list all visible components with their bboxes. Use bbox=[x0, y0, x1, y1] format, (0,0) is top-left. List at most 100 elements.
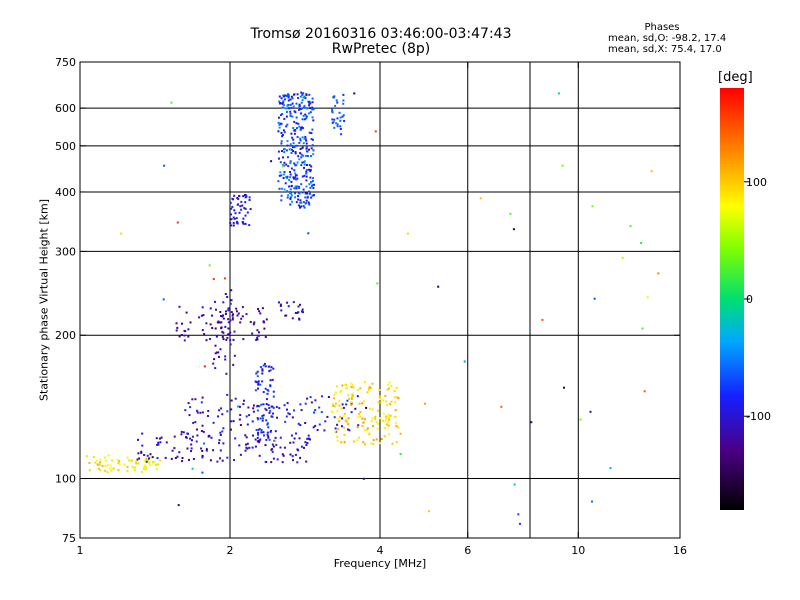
data-point bbox=[282, 173, 285, 176]
data-point bbox=[244, 194, 246, 196]
data-point bbox=[155, 467, 158, 470]
data-point bbox=[231, 318, 234, 321]
data-point bbox=[557, 92, 560, 95]
data-point bbox=[305, 106, 308, 109]
data-point bbox=[308, 192, 311, 195]
data-point bbox=[291, 416, 294, 419]
data-point bbox=[191, 467, 194, 470]
data-point bbox=[252, 323, 255, 326]
data-point bbox=[519, 522, 521, 525]
data-point bbox=[256, 336, 259, 339]
data-point bbox=[347, 417, 350, 420]
colorbar-tick-label: 0 bbox=[746, 293, 753, 306]
data-point bbox=[394, 401, 397, 404]
data-point bbox=[369, 407, 371, 410]
data-point bbox=[363, 418, 366, 421]
data-point bbox=[266, 389, 269, 391]
data-point bbox=[275, 443, 278, 446]
data-point bbox=[316, 429, 319, 431]
data-point bbox=[183, 339, 186, 342]
data-point bbox=[229, 343, 232, 346]
data-point bbox=[219, 457, 221, 460]
data-point bbox=[311, 184, 313, 187]
data-point bbox=[278, 100, 281, 103]
data-point bbox=[256, 404, 259, 407]
data-point bbox=[285, 163, 288, 166]
data-point bbox=[258, 439, 261, 442]
data-point bbox=[292, 105, 295, 108]
data-point bbox=[256, 338, 259, 341]
data-point bbox=[299, 424, 302, 427]
data-point bbox=[296, 93, 299, 96]
data-point bbox=[267, 436, 270, 439]
data-point bbox=[283, 117, 286, 120]
data-point bbox=[106, 463, 109, 466]
data-point bbox=[230, 399, 233, 402]
data-point bbox=[110, 469, 113, 472]
data-point bbox=[309, 186, 312, 189]
data-point bbox=[303, 118, 306, 121]
data-point bbox=[285, 115, 288, 118]
data-point bbox=[298, 141, 301, 144]
data-point bbox=[190, 443, 193, 446]
data-point bbox=[301, 136, 304, 139]
data-point bbox=[244, 196, 247, 199]
data-point bbox=[281, 164, 284, 167]
data-point bbox=[282, 101, 285, 104]
data-point bbox=[301, 191, 304, 194]
data-point bbox=[117, 462, 120, 465]
data-point bbox=[265, 403, 268, 405]
data-point bbox=[303, 166, 305, 169]
data-point bbox=[202, 314, 205, 317]
data-point bbox=[289, 160, 292, 163]
data-point bbox=[303, 95, 306, 98]
data-point bbox=[365, 429, 368, 431]
data-point bbox=[217, 415, 219, 418]
data-point bbox=[297, 155, 300, 158]
data-point bbox=[255, 338, 258, 341]
data-point bbox=[235, 217, 238, 220]
data-point bbox=[245, 313, 248, 316]
data-point bbox=[118, 463, 121, 466]
data-point bbox=[244, 434, 247, 437]
data-point bbox=[271, 378, 274, 381]
data-point bbox=[283, 148, 286, 151]
data-point bbox=[205, 322, 208, 325]
data-point bbox=[323, 429, 326, 432]
data-point bbox=[188, 414, 191, 417]
data-point bbox=[302, 161, 305, 164]
data-point bbox=[393, 390, 396, 393]
data-point bbox=[309, 111, 312, 114]
data-point bbox=[295, 164, 298, 167]
data-point bbox=[343, 412, 346, 415]
data-point bbox=[226, 336, 229, 339]
data-point bbox=[297, 122, 300, 125]
data-point bbox=[621, 256, 624, 259]
data-point bbox=[388, 433, 391, 436]
data-point bbox=[261, 372, 264, 375]
data-point bbox=[277, 180, 280, 183]
data-point bbox=[159, 437, 161, 440]
data-point bbox=[300, 164, 303, 167]
x-tick-label: 2 bbox=[227, 544, 234, 557]
data-point bbox=[311, 194, 314, 197]
data-point bbox=[347, 423, 350, 426]
data-point bbox=[304, 202, 307, 205]
data-point bbox=[262, 320, 265, 323]
data-point bbox=[134, 466, 136, 469]
data-point bbox=[216, 321, 219, 324]
data-point bbox=[509, 212, 512, 215]
data-point bbox=[281, 134, 284, 136]
data-point bbox=[311, 106, 314, 109]
data-point bbox=[265, 438, 268, 441]
data-point bbox=[99, 469, 102, 472]
data-point bbox=[331, 110, 334, 113]
data-point bbox=[289, 171, 291, 173]
data-point bbox=[261, 368, 264, 371]
data-point bbox=[288, 179, 291, 182]
data-point bbox=[341, 384, 344, 387]
data-point bbox=[182, 431, 185, 434]
data-point bbox=[126, 456, 129, 459]
data-point bbox=[247, 406, 250, 409]
data-point bbox=[333, 118, 336, 121]
